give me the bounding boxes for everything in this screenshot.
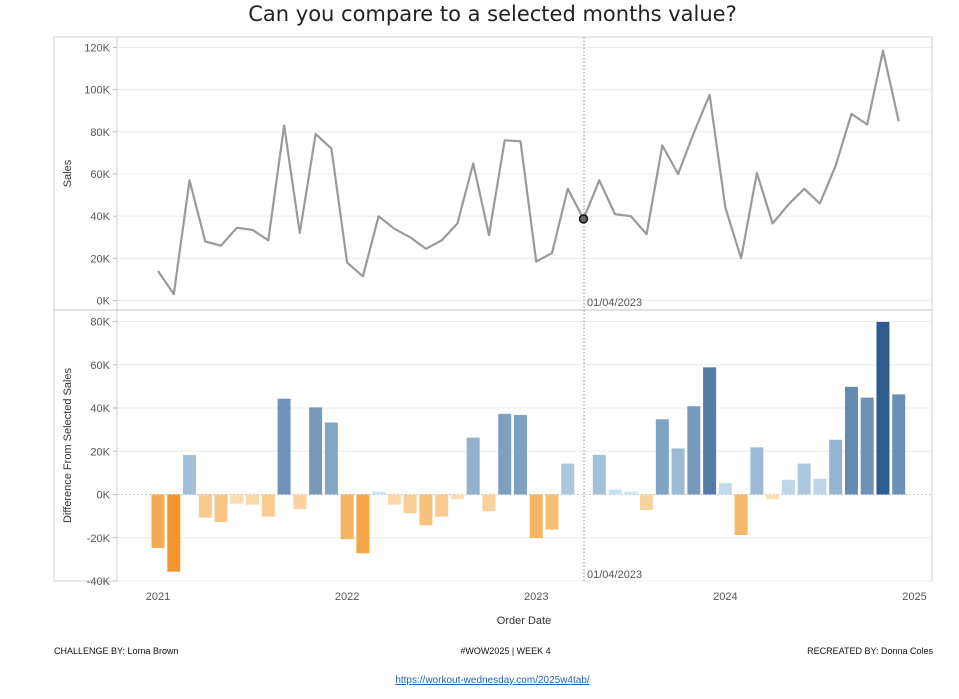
difference-bar[interactable] bbox=[608, 489, 622, 495]
difference-bar[interactable] bbox=[482, 494, 496, 512]
year-tick-label: 2024 bbox=[713, 591, 737, 603]
difference-bar[interactable] bbox=[261, 494, 275, 517]
sales-tick-label: 40K bbox=[90, 211, 110, 223]
difference-bar[interactable] bbox=[844, 386, 858, 495]
difference-bar[interactable] bbox=[813, 478, 827, 495]
difference-bar[interactable] bbox=[561, 463, 575, 495]
difference-bar[interactable] bbox=[592, 454, 606, 495]
difference-tick-label: 40K bbox=[90, 403, 110, 415]
difference-bar[interactable] bbox=[419, 494, 433, 526]
difference-bar[interactable] bbox=[529, 494, 543, 539]
sales-tick-label: 120K bbox=[84, 43, 110, 55]
year-tick-label: 2022 bbox=[335, 591, 359, 603]
difference-bar[interactable] bbox=[309, 407, 323, 495]
difference-bar[interactable] bbox=[829, 439, 843, 495]
difference-bar[interactable] bbox=[781, 479, 795, 495]
difference-bar[interactable] bbox=[340, 494, 354, 540]
difference-bar[interactable] bbox=[624, 491, 638, 495]
reference-line-group: 01/04/2023 01/04/2023 bbox=[578, 37, 642, 581]
difference-bar[interactable] bbox=[860, 397, 874, 495]
difference-bar[interactable] bbox=[797, 463, 811, 495]
selected-month-marker[interactable] bbox=[578, 214, 589, 224]
difference-bar[interactable] bbox=[246, 494, 260, 505]
selected-date-label-bottom: 01/04/2023 bbox=[587, 569, 642, 581]
sales-line[interactable] bbox=[157, 49, 900, 296]
difference-tick-label: -20K bbox=[87, 533, 111, 545]
sales-tick-label: 0K bbox=[97, 296, 111, 308]
difference-bar[interactable] bbox=[277, 398, 291, 495]
difference-bar[interactable] bbox=[324, 422, 338, 495]
difference-bar[interactable] bbox=[356, 494, 370, 554]
week-label: #WOW2025 | WEEK 4 bbox=[460, 646, 551, 656]
difference-bar[interactable] bbox=[545, 494, 559, 530]
gridlines bbox=[117, 47, 932, 582]
recreated-credit: RECREATED BY: Donna Coles bbox=[807, 646, 933, 656]
difference-bar[interactable] bbox=[513, 414, 527, 495]
difference-bar[interactable] bbox=[671, 448, 685, 495]
year-tick-label: 2023 bbox=[524, 591, 548, 603]
source-link[interactable]: https://workout-wednesday.com/2025w4tab/ bbox=[395, 675, 590, 686]
sales-tick-label: 20K bbox=[90, 253, 110, 265]
difference-bar[interactable] bbox=[655, 419, 669, 495]
page-title: Can you compare to a selected months val… bbox=[248, 2, 737, 26]
sales-axis-title: Sales bbox=[62, 159, 74, 187]
difference-bar[interactable] bbox=[183, 454, 197, 495]
difference-tick-label: 20K bbox=[90, 446, 110, 458]
challenge-credit: CHALLENGE BY: Lorna Brown bbox=[54, 646, 179, 656]
difference-tick-label: 80K bbox=[90, 317, 110, 329]
difference-axis-title: Difference From Selected Sales bbox=[62, 367, 74, 523]
difference-bar[interactable] bbox=[450, 494, 464, 500]
difference-bar[interactable] bbox=[892, 394, 906, 495]
difference-bar[interactable] bbox=[750, 447, 764, 495]
difference-bar[interactable] bbox=[214, 494, 228, 522]
selected-date-label-top: 01/04/2023 bbox=[587, 297, 642, 309]
difference-bar[interactable] bbox=[167, 494, 181, 572]
difference-bar[interactable] bbox=[230, 494, 244, 504]
difference-bar[interactable] bbox=[293, 494, 307, 509]
difference-bar[interactable] bbox=[734, 494, 748, 535]
difference-bar[interactable] bbox=[198, 494, 212, 518]
difference-bar[interactable] bbox=[403, 494, 417, 514]
difference-bar[interactable] bbox=[876, 321, 890, 495]
year-tick-label: 2021 bbox=[146, 591, 170, 603]
x-axis-title: Order Date bbox=[497, 615, 551, 627]
difference-tick-label: 0K bbox=[97, 490, 111, 502]
difference-bar[interactable] bbox=[498, 413, 512, 495]
line-series bbox=[157, 49, 900, 296]
difference-bar[interactable] bbox=[435, 494, 449, 517]
difference-tick-label: 60K bbox=[90, 360, 110, 372]
bar-series bbox=[151, 321, 906, 572]
difference-bar[interactable] bbox=[640, 494, 654, 511]
sales-tick-label: 80K bbox=[90, 127, 110, 139]
axes: 0K 20K 40K 60K 80K 100K 120K Sales -40K -20K 0K 20K… bbox=[62, 43, 927, 628]
difference-bar[interactable] bbox=[151, 494, 165, 548]
difference-tick-label: -40K bbox=[87, 576, 111, 588]
sales-tick-label: 60K bbox=[90, 169, 110, 181]
difference-bar[interactable] bbox=[687, 406, 701, 495]
difference-bar[interactable] bbox=[372, 491, 386, 495]
difference-bar[interactable] bbox=[466, 437, 480, 495]
difference-bar[interactable] bbox=[718, 483, 732, 495]
difference-bar[interactable] bbox=[703, 367, 717, 495]
difference-bar[interactable] bbox=[387, 494, 401, 505]
sales-tick-label: 100K bbox=[84, 85, 110, 97]
year-tick-label: 2025 bbox=[902, 591, 926, 603]
difference-bar[interactable] bbox=[766, 494, 780, 500]
